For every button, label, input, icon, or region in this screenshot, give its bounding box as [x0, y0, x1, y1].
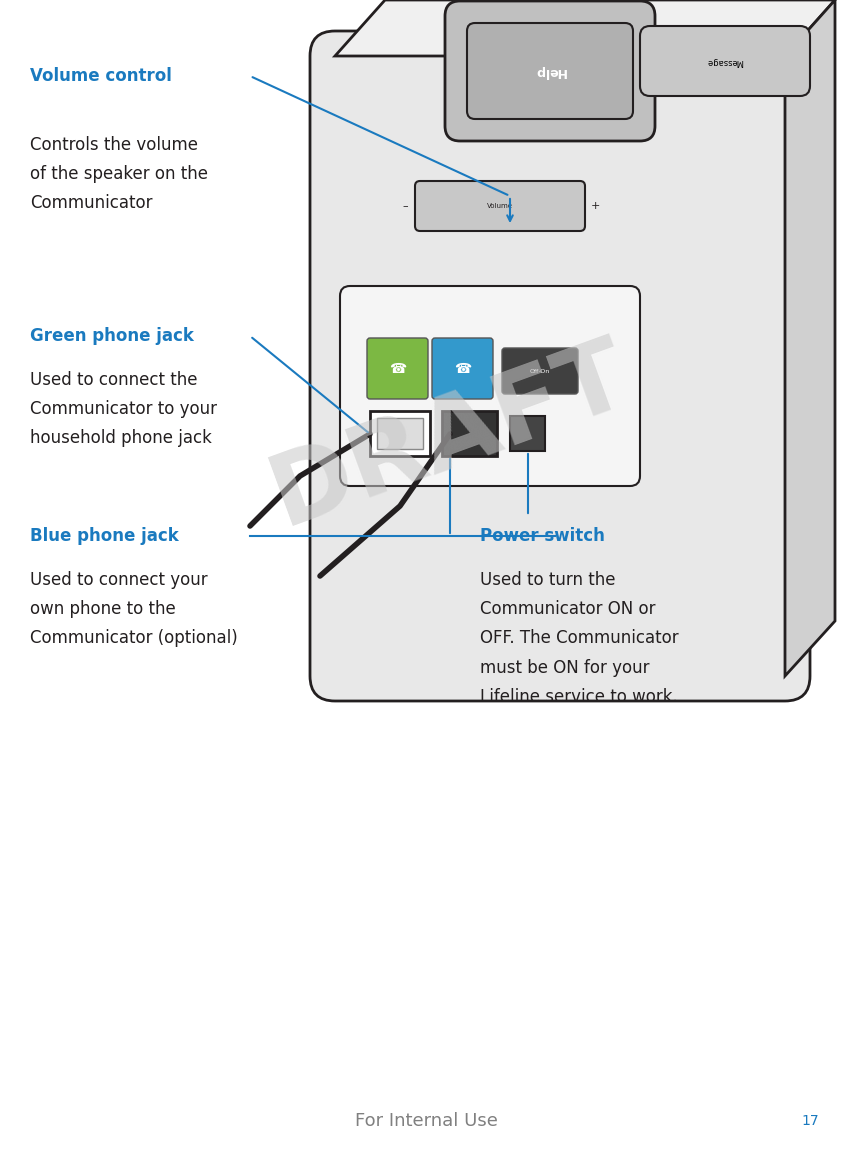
Polygon shape: [335, 0, 835, 55]
FancyBboxPatch shape: [310, 31, 810, 701]
Text: Used to connect the
Communicator to your
household phone jack: Used to connect the Communicator to your…: [30, 371, 217, 447]
FancyBboxPatch shape: [445, 1, 655, 141]
FancyBboxPatch shape: [432, 338, 493, 399]
Text: For Internal Use: For Internal Use: [354, 1112, 498, 1131]
Text: –: –: [402, 201, 408, 212]
Text: DRAFT: DRAFT: [258, 326, 642, 546]
Bar: [370, 412, 430, 455]
Text: +: +: [590, 201, 600, 212]
FancyBboxPatch shape: [640, 25, 810, 96]
Text: Used to connect your
own phone to the
Communicator (optional): Used to connect your own phone to the Co…: [30, 571, 238, 647]
Text: Power switch: Power switch: [480, 527, 605, 544]
FancyBboxPatch shape: [502, 348, 578, 394]
Bar: [377, 418, 423, 449]
Text: Blue phone jack: Blue phone jack: [30, 527, 179, 544]
Text: Off·On: Off·On: [530, 369, 550, 373]
Text: Volume control: Volume control: [30, 67, 172, 86]
FancyBboxPatch shape: [340, 286, 640, 486]
Text: 17: 17: [801, 1114, 819, 1128]
Bar: [442, 412, 497, 455]
FancyBboxPatch shape: [415, 181, 585, 231]
Text: ☎: ☎: [389, 362, 406, 376]
Polygon shape: [785, 0, 835, 676]
Text: Volume: Volume: [487, 203, 513, 209]
FancyBboxPatch shape: [367, 338, 428, 399]
FancyBboxPatch shape: [467, 23, 633, 119]
Text: Help: Help: [534, 65, 566, 77]
Bar: [510, 416, 545, 451]
Text: Controls the volume
of the speaker on the
Communicator: Controls the volume of the speaker on th…: [30, 136, 208, 213]
Text: Used to turn the
Communicator ON or
OFF. The Communicator
must be ON for your
Li: Used to turn the Communicator ON or OFF.…: [480, 571, 679, 706]
Text: Green phone jack: Green phone jack: [30, 327, 194, 344]
Text: Message: Message: [706, 57, 744, 66]
Text: ☎: ☎: [454, 362, 471, 376]
